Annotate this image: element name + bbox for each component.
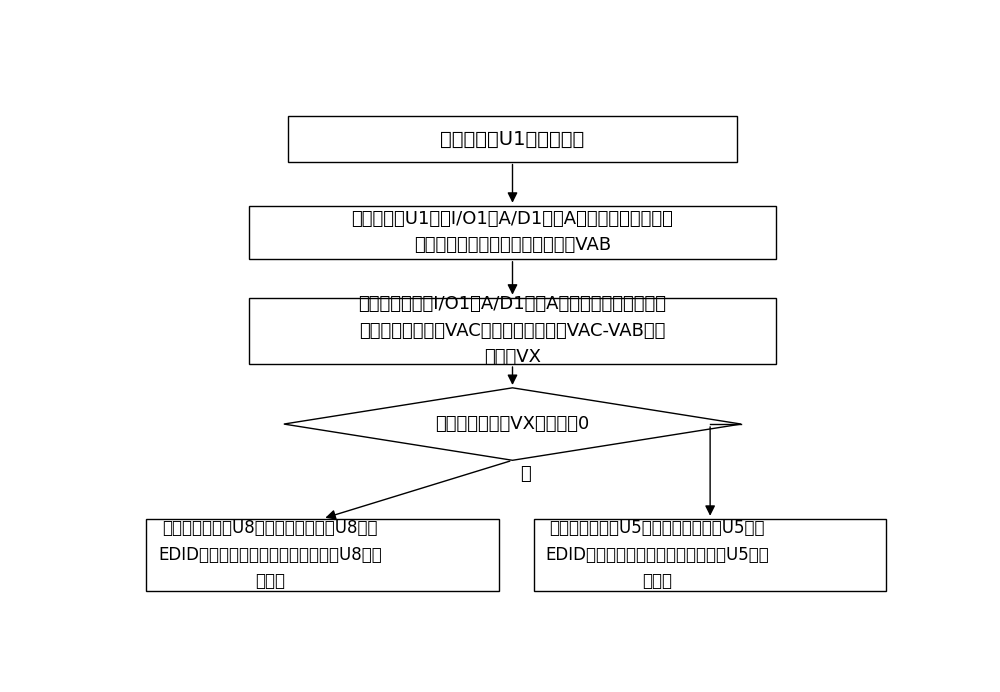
Bar bbox=[288, 116, 737, 162]
Polygon shape bbox=[284, 388, 741, 460]
Bar bbox=[249, 206, 776, 259]
Text: 否: 否 bbox=[520, 464, 531, 482]
Bar bbox=[534, 518, 886, 590]
Text: 主机控制器U1拉低I/O1，A/D1采集A点当前的电压值，在
主机控制器的内部存储器中保存为VAB: 主机控制器U1拉低I/O1，A/D1采集A点当前的电压值，在 主机控制器的内部存… bbox=[352, 210, 673, 255]
Text: 表示连接显示屏U8，主机控制器调用U8相关
EDID数据及相关驱动，实现对显示器U8的正
常显示: 表示连接显示屏U8，主机控制器调用U8相关 EDID数据及相关驱动，实现对显示器… bbox=[158, 519, 382, 590]
Text: 表示连接显示屏U5，主机控制器调用U5相关
EDID数据及相关驱动，实现对显示器U5的正
常显示: 表示连接显示屏U5，主机控制器调用U5相关 EDID数据及相关驱动，实现对显示器… bbox=[545, 519, 769, 590]
Text: 主机控制器拉高I/O1，A/D1采集A点当前的电压值，在主
机控制器中保存为VAC，主机控制器执行VAC-VAB，差
值记为VX: 主机控制器拉高I/O1，A/D1采集A点当前的电压值，在主 机控制器中保存为VA… bbox=[358, 295, 666, 366]
Text: 主机控制器判断VX是否大于0: 主机控制器判断VX是否大于0 bbox=[435, 415, 590, 433]
Bar bbox=[249, 298, 776, 364]
Bar bbox=[146, 518, 499, 590]
Text: 主机控制器U1上电初始化: 主机控制器U1上电初始化 bbox=[440, 129, 585, 149]
